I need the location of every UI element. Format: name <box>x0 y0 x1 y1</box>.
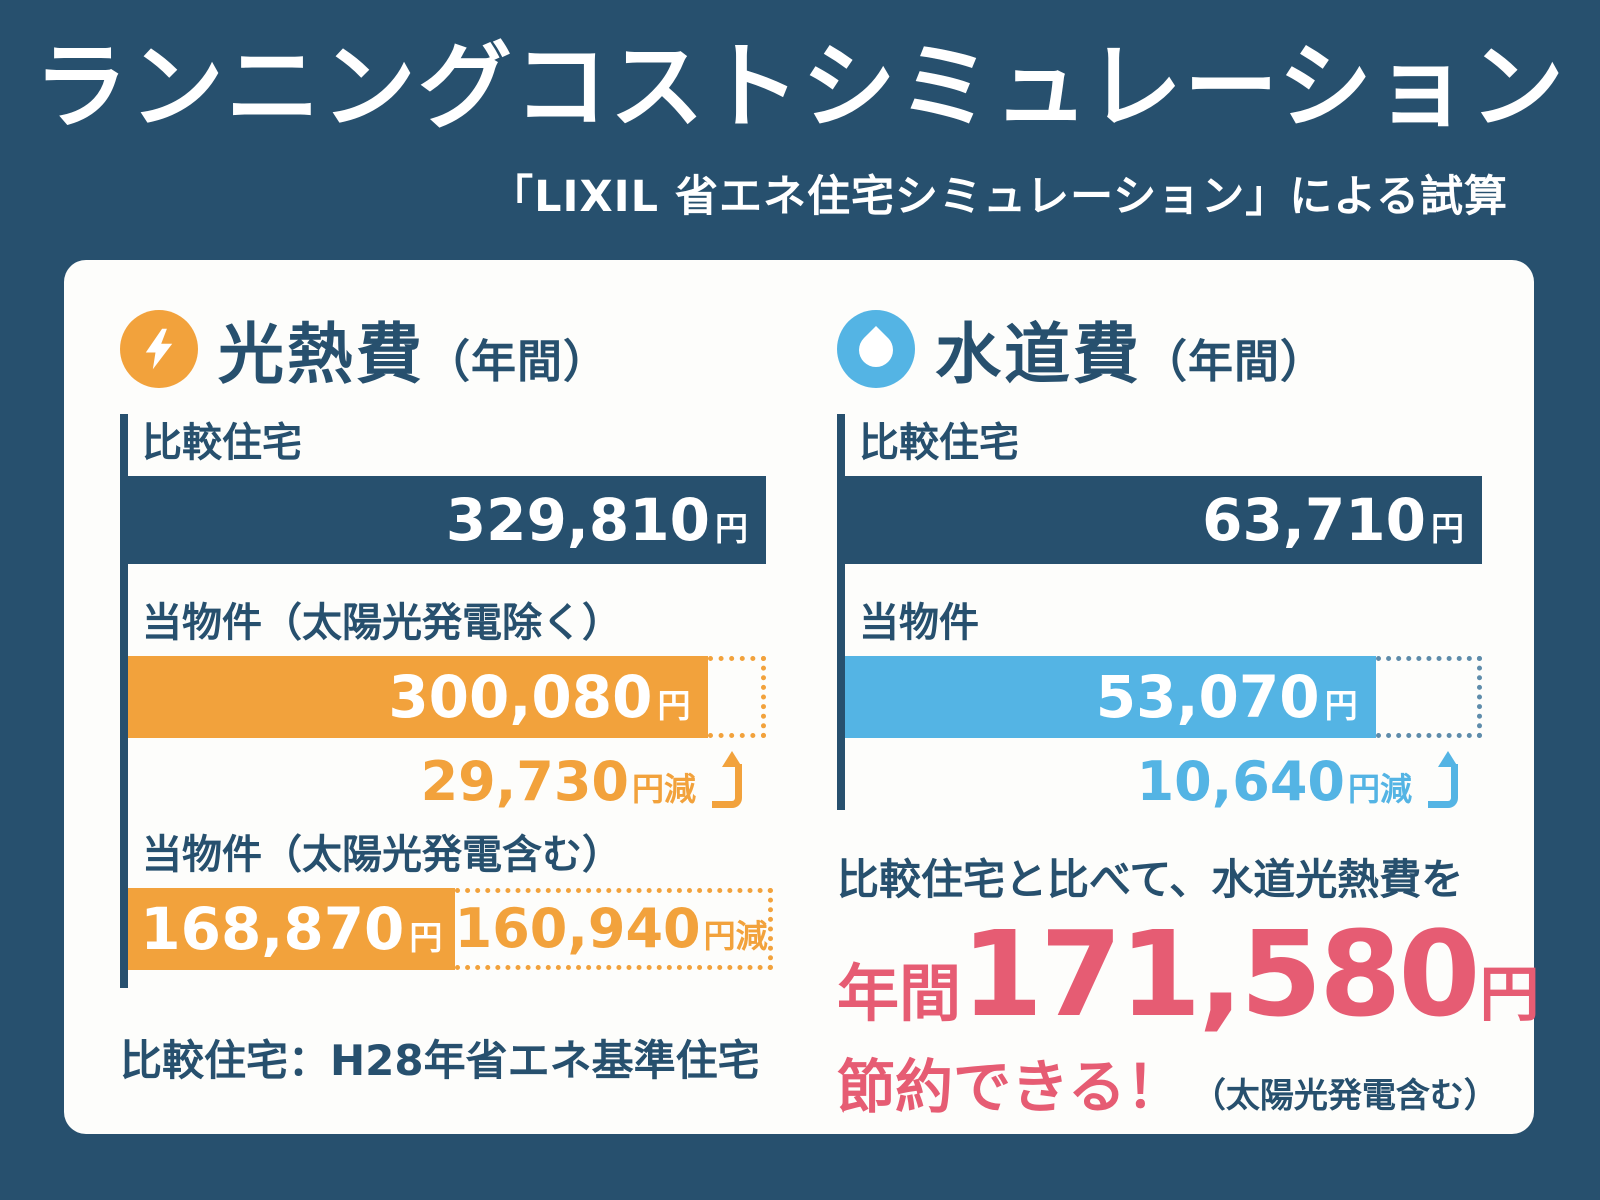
bar-value-unit: 円 <box>715 508 748 548</box>
energy-cost-section: 光熱費（年間） 比較住宅 329,810 円 当物件（太陽光発電除く） 300,0… <box>120 306 773 1098</box>
saving-number: 10,640 <box>1136 750 1345 813</box>
saving-gap-box <box>708 656 766 738</box>
saving-unit: 円減 <box>703 916 768 955</box>
saving-number: 29,730 <box>420 750 629 813</box>
saving-value: 10,640 円減 <box>1136 750 1412 813</box>
saving-gap-box-labeled: 160,940 円減 <box>454 888 773 970</box>
summary-intro-text: 比較住宅と比べて、水道光熱費を <box>837 855 1464 904</box>
bar-property-no-solar: 300,080 円 <box>128 656 709 738</box>
page-title: ランニングコストシミュレーション <box>33 33 1567 142</box>
bar-value-number: 329,810 <box>445 485 710 554</box>
saving-value: 29,730 円減 <box>420 750 696 813</box>
summary-save-line: 節約できる！ （太陽光発電含む） <box>837 1040 1498 1124</box>
bar-value-number: 63,710 <box>1202 485 1426 554</box>
summary-amount: 171,580 <box>961 905 1480 1043</box>
bar-value-number: 53,070 <box>1095 662 1320 731</box>
bar-comparison-water: 63,710 円 <box>845 476 1482 564</box>
bar-row: 168,870 円 160,940 円減 <box>128 888 773 970</box>
arrow-up-icon <box>1428 751 1458 808</box>
bar-value: 53,070 円 <box>1096 668 1358 727</box>
bar-value: 63,710 円 <box>1202 491 1464 550</box>
water-chart: 比較住宅 63,710 円 当物件 53,070 円 10,640 円減 <box>837 414 1482 810</box>
bar-label: 比較住宅 <box>142 420 302 466</box>
saving-row: 10,640 円減 <box>845 748 1482 810</box>
water-section-title: 水道費（年間） <box>935 301 1326 397</box>
bar-value: 168,870 円 <box>140 900 442 959</box>
water-title-suffix: （年間） <box>1142 335 1327 388</box>
summary-prefix: 年間 <box>837 957 962 1030</box>
saving-unit: 円減 <box>1347 770 1412 808</box>
summary-amount-line: 年間 171,580 円 <box>837 905 1539 1043</box>
saving-value: 160,940 円減 <box>454 896 768 960</box>
saving-unit: 円減 <box>631 770 696 808</box>
bar-value-unit: 円 <box>409 917 443 957</box>
total-saving-summary: 比較住宅と比べて、水道光熱費を 年間 171,580 円 節約できる！ （太陽光発電含… <box>837 846 1539 1124</box>
water-section-header: 水道費（年間） <box>837 306 1482 393</box>
summary-amount-unit: 円 <box>1479 960 1540 1030</box>
bar-value-unit: 円 <box>1431 508 1464 548</box>
water-drop-icon <box>837 310 915 388</box>
bar-row: 329,810 円 <box>128 476 766 564</box>
summary-note: （太陽光発電含む） <box>1191 1076 1498 1117</box>
water-title-text: 水道費 <box>935 316 1142 393</box>
simulation-card: 光熱費（年間） 比較住宅 329,810 円 当物件（太陽光発電除く） 300,0… <box>64 260 1539 1134</box>
saving-gap-box <box>1375 656 1482 738</box>
bar-label: 当物件（太陽光発電除く） <box>142 600 622 646</box>
energy-title-text: 光熱費 <box>218 316 425 393</box>
bar-label: 当物件（太陽光発電含む） <box>142 832 622 878</box>
page-subtitle: 「LIXIL 省エネ住宅シミュレーション」による試算 <box>490 172 1508 222</box>
comparison-footnote: 比較住宅：H28年省エネ基準住宅 <box>120 1036 760 1085</box>
saving-row: 29,730 円減 <box>128 748 766 810</box>
bar-row: 63,710 円 <box>845 476 1482 564</box>
bar-value-number: 168,870 <box>140 894 405 963</box>
energy-title-suffix: （年間） <box>425 335 610 388</box>
saving-number: 160,940 <box>454 896 701 960</box>
bar-value-number: 300,080 <box>388 662 653 731</box>
bar-row: 300,080 円 <box>128 656 766 738</box>
arrow-up-icon <box>712 751 742 808</box>
bar-label: 当物件 <box>859 600 979 646</box>
energy-section-title: 光熱費（年間） <box>218 301 609 397</box>
bar-label: 比較住宅 <box>859 420 1019 466</box>
summary-save-text: 節約できる！ <box>837 1053 1184 1122</box>
bar-row: 53,070 円 <box>845 656 1482 738</box>
bar-value-unit: 円 <box>1324 685 1358 725</box>
water-cost-section: 水道費（年間） 比較住宅 63,710 円 当物件 53,070 円 10,640 円… <box>837 306 1539 1121</box>
bar-value: 329,810 円 <box>446 491 748 550</box>
bar-value: 300,080 円 <box>388 668 690 727</box>
lightning-icon <box>120 310 198 388</box>
energy-chart: 比較住宅 329,810 円 当物件（太陽光発電除く） 300,080 円 29,7… <box>120 414 773 988</box>
energy-section-header: 光熱費（年間） <box>120 306 766 393</box>
drop-shape <box>851 325 901 375</box>
bar-comparison-energy: 329,810 円 <box>128 476 766 564</box>
bar-property-with-solar: 168,870 円 <box>128 888 455 970</box>
bar-value-unit: 円 <box>657 685 691 725</box>
bar-property-water: 53,070 円 <box>845 656 1376 738</box>
